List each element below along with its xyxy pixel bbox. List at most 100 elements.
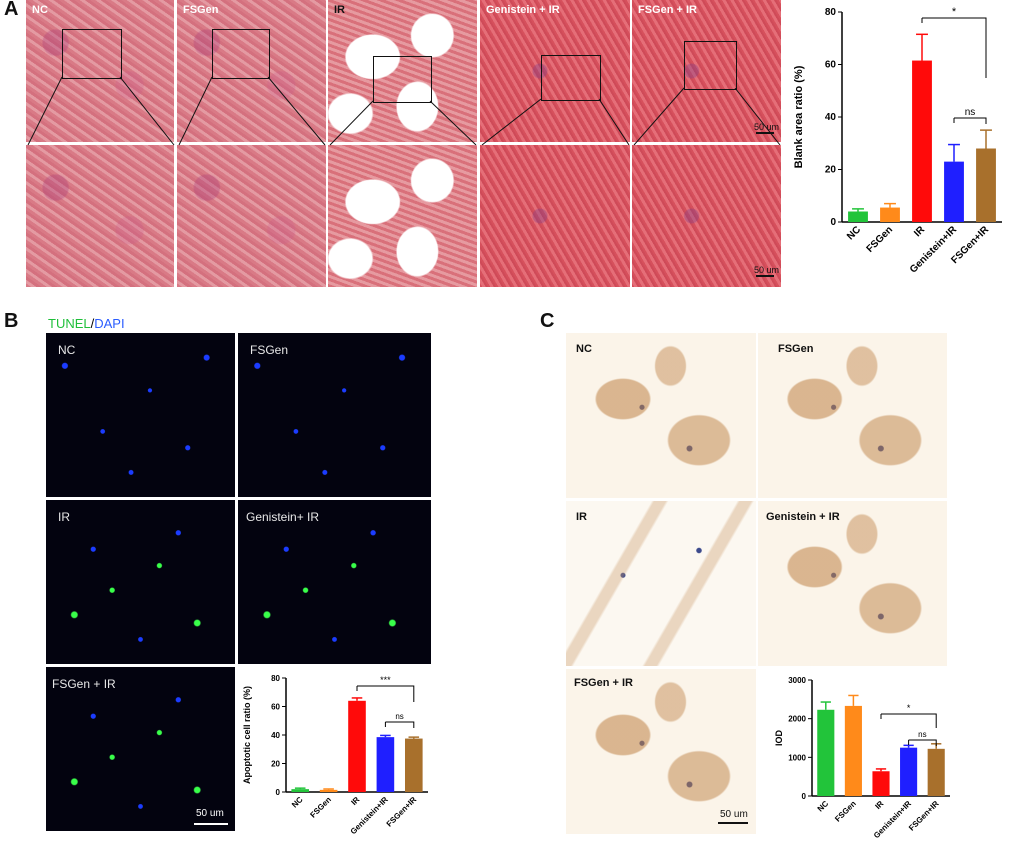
- x-tick-label: IR: [873, 799, 885, 811]
- tunel-image-ir: IR: [46, 500, 235, 664]
- label-nc: NC: [576, 343, 592, 355]
- significance-bracket: [908, 739, 937, 746]
- x-tick-label: NC: [290, 795, 305, 810]
- y-tick-label: 0: [830, 217, 836, 228]
- label-fsgen: FSGen: [250, 343, 289, 357]
- label-fsgen: FSGen: [778, 343, 814, 355]
- label-nc: NC: [32, 4, 48, 16]
- tunel-image-genistein-ir: Genistein+ IR: [238, 500, 431, 664]
- significance-label: ns: [395, 712, 403, 721]
- zoom-box: [684, 41, 737, 90]
- significance-bracket: [922, 17, 987, 78]
- tunel-image-nc: NC: [46, 333, 235, 497]
- significance-bracket: [954, 117, 987, 124]
- bar-ir: [912, 60, 932, 222]
- y-tick-label: 60: [271, 703, 280, 712]
- label-nc: NC: [58, 343, 76, 357]
- scale-bar: [718, 822, 748, 824]
- he-image-fsgen-ir-high: 50 um: [632, 145, 781, 287]
- significance-bracket: [385, 721, 415, 728]
- he-image-nc-low: NC: [26, 0, 174, 142]
- bar-fsgen: [880, 207, 900, 222]
- zoom-box: [62, 29, 122, 79]
- x-tick-label: IR: [912, 224, 927, 239]
- he-image-genistein-ir-high: [480, 145, 630, 287]
- scale-label: 50 um: [196, 808, 224, 819]
- y-axis-label: Apoptotic cell ratio (%): [242, 686, 252, 784]
- bar-genistein-ir: [376, 737, 395, 792]
- bar-genistein-ir: [900, 747, 918, 796]
- he-image-nc-high: [26, 145, 174, 287]
- label-ir: IR: [334, 4, 345, 16]
- y-tick-label: 0: [276, 788, 281, 797]
- he-image-ir-low: IR: [328, 0, 477, 142]
- zoom-connectors: [27, 76, 781, 146]
- ihc-image-fsgen: FSGen: [758, 333, 947, 498]
- y-tick-label: 3000: [788, 676, 806, 685]
- scale-label: 50 um: [754, 265, 780, 275]
- x-tick-label: IR: [349, 795, 361, 807]
- dapi-label: DAPI: [94, 316, 125, 331]
- scale-bar: [756, 132, 774, 134]
- bar-nc: [817, 709, 835, 796]
- label-fsgen-ir: FSGen + IR: [574, 677, 633, 689]
- x-tick-label: FSGen: [308, 795, 333, 820]
- scale-label: 50 um: [754, 122, 780, 132]
- he-image-genistein-ir-low: Genistein + IR: [480, 0, 630, 142]
- significance-label: ***: [380, 675, 391, 685]
- scale-bar: [756, 275, 774, 277]
- y-tick-label: 20: [271, 760, 280, 769]
- he-image-fsgen-high: [177, 145, 326, 287]
- bar-ir: [348, 700, 366, 792]
- ihc-image-fsgen-ir: FSGen + IR 50 um: [566, 669, 756, 834]
- significance-label: ns: [965, 107, 976, 118]
- y-tick-label: 20: [825, 165, 837, 176]
- y-tick-label: 80: [825, 7, 837, 18]
- x-tick-label: FSGen+IR: [907, 799, 941, 833]
- scale-label: 50 um: [720, 809, 748, 820]
- label-fsgen-ir: FSGen + IR: [52, 677, 116, 691]
- y-tick-label: 40: [825, 112, 837, 123]
- y-tick-label: 80: [271, 674, 280, 683]
- he-image-fsgen-low: FSGen: [177, 0, 326, 142]
- tunel-image-fsgen: FSGen: [238, 333, 431, 497]
- ihc-image-nc: NC: [566, 333, 756, 498]
- tunel-label: TUNEL: [48, 316, 91, 331]
- y-tick-label: 60: [825, 60, 837, 71]
- y-axis-label: IOD: [774, 730, 784, 747]
- scale-bar: [194, 823, 228, 825]
- y-tick-label: 0: [802, 792, 807, 801]
- label-fsgen-ir: FSGen + IR: [638, 4, 697, 16]
- significance-label: *: [952, 6, 957, 18]
- label-genistein-ir: Genistein+ IR: [246, 510, 320, 524]
- bar-fsgen: [844, 705, 862, 796]
- y-axis-label: Blank area ratio (%): [793, 65, 805, 168]
- y-tick-label: 1000: [788, 753, 806, 762]
- significance-bracket: [357, 685, 415, 702]
- stain-separator: /: [90, 316, 95, 331]
- zoom-box: [373, 56, 432, 103]
- bar-fsgen-ir: [404, 738, 423, 792]
- ihc-image-ir: IR: [566, 501, 756, 666]
- bar-fsgen-ir: [927, 748, 945, 796]
- bar-ir: [872, 771, 890, 796]
- label-genistein-ir: Genistein + IR: [486, 4, 560, 16]
- bar-nc: [848, 211, 868, 222]
- x-tick-label: FSGen+IR: [385, 795, 419, 829]
- panel-c-letter: C: [540, 310, 555, 332]
- y-tick-label: 40: [271, 731, 280, 740]
- label-ir: IR: [576, 511, 587, 523]
- label-ir: IR: [58, 510, 70, 524]
- he-image-ir-high: [328, 145, 477, 287]
- bar-fsgen-ir: [976, 148, 996, 222]
- x-tick-label: NC: [845, 224, 863, 242]
- label-genistein-ir: Genistein + IR: [766, 511, 840, 523]
- significance-label: *: [907, 703, 911, 713]
- zoom-box: [541, 55, 601, 101]
- bar-fsgen: [319, 789, 338, 792]
- zoom-box: [212, 29, 270, 79]
- bar-nc: [291, 789, 310, 792]
- bar-genistein-ir: [944, 161, 964, 222]
